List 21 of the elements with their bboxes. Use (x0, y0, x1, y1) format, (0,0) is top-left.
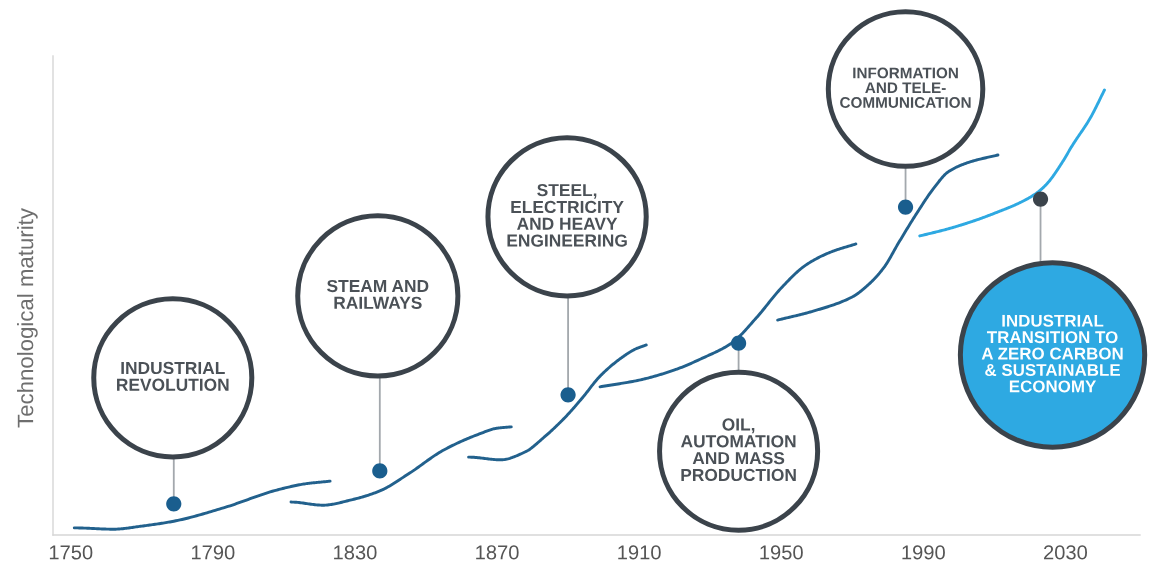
x-tick-label: 1750 (49, 545, 93, 560)
x-tick-label: 1950 (760, 545, 803, 560)
point (1032, 191, 1049, 207)
annotation: INDUSTRIAL REVOLUTION (117, 361, 229, 391)
annotation: STEAM AND RAILWAYS (327, 279, 429, 309)
point (560, 387, 576, 403)
point (372, 463, 388, 479)
x-tick-label: 1870 (476, 545, 519, 560)
annotation: STEEL, ELECTRICITY AND HEAVY ENGINEERING (507, 183, 627, 247)
y-axis-title: Technological maturity (17, 208, 38, 428)
x-tick-label: 1990 (902, 545, 945, 560)
annotation: INFORMATION AND TELE- COMMUNICATION (840, 67, 971, 108)
point (897, 199, 914, 215)
x-tick-label: 1790 (191, 545, 235, 560)
x-tick-label: 1830 (334, 545, 377, 560)
annotation: OIL, AUTOMATION AND MASS PRODUCTION (680, 418, 796, 482)
point (730, 335, 747, 351)
annotation: INDUSTRIAL TRANSITION TO A ZERO CARBON & SUSTAINABLE ECONOMY (981, 314, 1123, 393)
x-tick-label: 2030 (1044, 545, 1088, 560)
x-tick-label: 1910 (618, 545, 661, 560)
point (166, 496, 182, 512)
